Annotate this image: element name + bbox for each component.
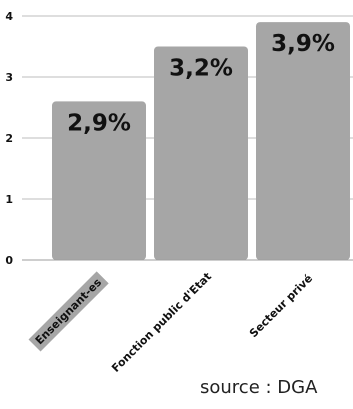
- y-tick-label-0: 0: [5, 254, 13, 267]
- y-tick-label-4: 4: [5, 10, 13, 23]
- x-tick-label-2: Secteur privé: [247, 272, 315, 340]
- y-tick-label-3: 3: [5, 71, 13, 84]
- data-label-2: 3,9%: [271, 31, 335, 57]
- y-tick-label-1: 1: [5, 193, 13, 206]
- y-tick-label-2: 2: [5, 132, 13, 145]
- bar-2: [256, 22, 350, 260]
- bar-1: [154, 46, 248, 260]
- x-tick-label-0: Enseignant-es: [33, 276, 105, 348]
- data-label-0: 2,9%: [67, 110, 131, 136]
- x-tick-label-1: Fonction public d'Etat: [109, 270, 214, 375]
- x-tick-label-highlight: [28, 271, 109, 352]
- bar-0: [52, 101, 146, 261]
- data-label-1: 3,2%: [169, 56, 233, 82]
- source-note: source : DGA: [200, 377, 318, 398]
